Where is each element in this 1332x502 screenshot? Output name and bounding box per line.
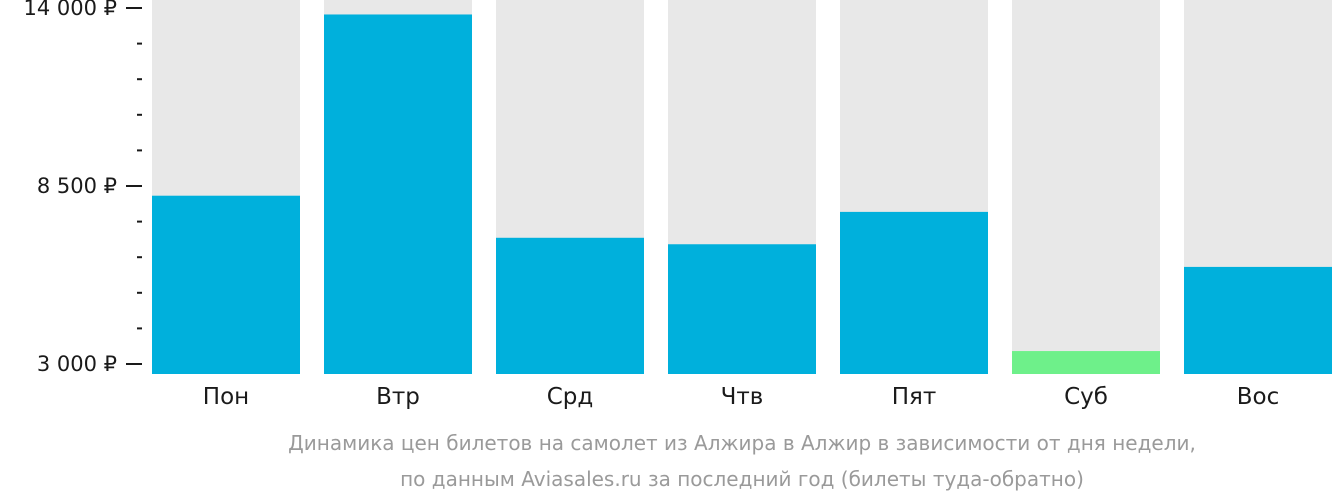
chart-caption-line-1: Динамика цен билетов на самолет из Алжир…	[288, 431, 1196, 455]
x-tick-label: Вос	[1237, 384, 1280, 410]
y-tick-label: 3 000 ₽	[37, 352, 117, 376]
x-tick-label: Чтв	[721, 384, 764, 410]
chart-caption-line-2: по данным Aviasales.ru за последний год …	[400, 467, 1084, 491]
y-axis: 3 000 ₽ 8 500 ₽ 14 000 ₽	[23, 0, 142, 376]
y-tick-label: 14 000 ₽	[23, 0, 117, 20]
x-tick-label: Суб	[1064, 384, 1108, 410]
x-tick-label: Втр	[376, 384, 420, 410]
x-axis-labels: Пон Втр Срд Чтв Пят Суб Вос	[203, 384, 1279, 410]
bar-3[interactable]	[668, 244, 816, 374]
bar-6[interactable]	[1184, 266, 1332, 374]
bar-track	[1012, 0, 1160, 374]
x-tick-label: Пят	[892, 384, 937, 410]
bar-4[interactable]	[840, 211, 988, 374]
bars	[152, 14, 1332, 375]
bar-2[interactable]	[496, 237, 644, 374]
x-tick-label: Пон	[203, 384, 249, 410]
x-tick-label: Срд	[547, 384, 594, 410]
bar-0[interactable]	[152, 195, 300, 374]
bar-5[interactable]	[1012, 351, 1160, 374]
y-tick-label: 8 500 ₽	[37, 174, 117, 198]
bar-1[interactable]	[324, 14, 472, 375]
